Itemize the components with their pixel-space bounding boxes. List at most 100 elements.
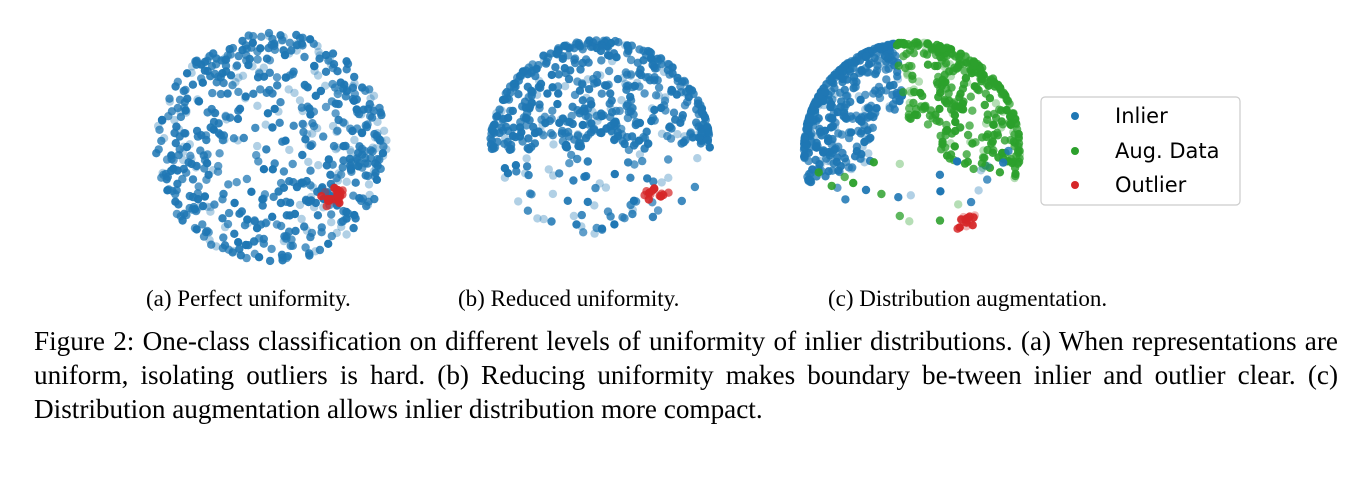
inlier-point [643, 174, 652, 183]
inlier-point [301, 243, 310, 252]
aug-data-point [995, 168, 1005, 177]
inlier-point [159, 134, 169, 143]
inlier-point [581, 133, 591, 143]
inlier-point [492, 122, 501, 131]
scatter-point [1004, 146, 1013, 156]
inlier-point [664, 155, 673, 164]
inlier-point [697, 128, 706, 137]
inlier-point [270, 104, 279, 114]
inlier-point [815, 156, 824, 166]
inlier-point [861, 90, 870, 100]
inlier-point [620, 139, 629, 149]
inlier-point [308, 140, 317, 149]
inlier-point [700, 113, 710, 122]
inlier-point [644, 139, 653, 148]
inlier-point [537, 115, 546, 124]
inlier-point [198, 201, 208, 211]
inlier-point [349, 191, 358, 200]
scatter-point [952, 157, 962, 166]
inlier-point [324, 155, 333, 164]
inlier-point [524, 134, 533, 143]
inlier-point [626, 55, 636, 65]
inlier-point [617, 96, 626, 105]
inlier-point [382, 145, 391, 154]
inlier-point [182, 142, 192, 152]
inlier-point [514, 90, 523, 99]
inlier-point [295, 96, 305, 105]
inlier-point [284, 85, 293, 94]
aug-data-point [946, 139, 955, 148]
inlier-point [237, 207, 246, 216]
scatter-point [849, 178, 858, 188]
inlier-point [486, 134, 495, 143]
inlier-point [263, 109, 273, 118]
inlier-point [179, 86, 188, 96]
scatter-point [905, 217, 914, 226]
inlier-point [309, 39, 318, 48]
inlier-point [286, 241, 295, 251]
inlier-point [487, 125, 496, 135]
inlier-point [371, 133, 380, 142]
aug-data-point [951, 117, 960, 127]
legend: Inlier Aug. Data Outlier [1040, 96, 1241, 206]
legend-marker-inlier [1071, 112, 1079, 120]
inlier-point [623, 158, 633, 167]
inlier-point [361, 153, 370, 163]
inlier-point [350, 79, 359, 88]
inlier-point [891, 51, 900, 61]
inlier-point [331, 109, 340, 118]
inlier-point [198, 220, 207, 229]
inlier-point [311, 198, 320, 208]
scatter-point [841, 195, 850, 204]
aug-data-point [946, 71, 956, 81]
inlier-point [172, 122, 181, 131]
inlier-point [583, 39, 592, 48]
inlier-point [805, 113, 815, 123]
inlier-point [324, 239, 333, 248]
aug-data-point [963, 130, 973, 140]
inlier-point [315, 54, 324, 63]
aug-data-point [989, 146, 998, 155]
inlier-point [669, 108, 679, 117]
inlier-point [650, 105, 659, 115]
inlier-point [657, 129, 667, 138]
inlier-point [278, 137, 287, 146]
inlier-point [866, 101, 876, 111]
inlier-point [203, 67, 212, 76]
inlier-point [664, 173, 673, 182]
inlier-point [314, 47, 323, 57]
aug-data-point [900, 40, 909, 49]
inlier-point [522, 114, 531, 123]
aug-data-point [908, 75, 917, 84]
aug-data-point [935, 104, 944, 114]
aug-data-point [894, 61, 903, 70]
inlier-point [202, 226, 212, 236]
inlier-point [841, 113, 850, 123]
inlier-point [564, 74, 574, 84]
inlier-point [811, 142, 820, 152]
inlier-point [219, 233, 228, 242]
inlier-point [257, 32, 266, 41]
inlier-point [562, 140, 571, 150]
inlier-point [285, 177, 294, 186]
inlier-point [300, 222, 309, 231]
inlier-point [847, 57, 856, 66]
inlier-point [182, 69, 192, 78]
inlier-point [351, 178, 360, 187]
inlier-point [321, 67, 331, 77]
figure-panels: Inlier Aug. Data Outlier [152, 28, 1241, 266]
inlier-point [576, 65, 585, 74]
inlier-point [837, 130, 847, 139]
aug-data-point [923, 120, 933, 129]
inlier-point [310, 61, 319, 71]
inlier-point [218, 214, 227, 223]
inlier-point [864, 46, 874, 56]
aug-data-point [909, 98, 918, 108]
inlier-point [364, 180, 374, 189]
inlier-point [665, 122, 675, 131]
inlier-point [895, 96, 904, 106]
inlier-point [657, 178, 666, 187]
inlier-point [276, 31, 285, 40]
inlier-point [234, 238, 243, 247]
inlier-point [279, 46, 288, 55]
